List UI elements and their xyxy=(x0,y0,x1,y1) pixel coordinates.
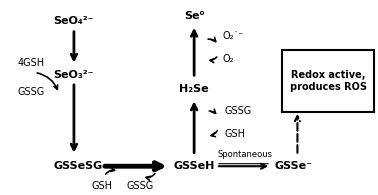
Text: GSSG: GSSG xyxy=(126,181,153,191)
Text: O₂˙⁻: O₂˙⁻ xyxy=(222,31,244,41)
Text: GSH: GSH xyxy=(224,129,245,139)
Text: GSSG: GSSG xyxy=(224,106,251,116)
Text: SeO₃²⁻: SeO₃²⁻ xyxy=(54,70,94,80)
FancyBboxPatch shape xyxy=(282,50,375,112)
Text: GSSeSG: GSSeSG xyxy=(53,161,102,171)
Text: SeO₄²⁻: SeO₄²⁻ xyxy=(54,16,94,26)
Text: Redox active,
produces ROS: Redox active, produces ROS xyxy=(290,70,367,92)
Text: Se⁰: Se⁰ xyxy=(184,11,204,21)
Text: Spontaneous: Spontaneous xyxy=(217,150,272,159)
Text: GSSeH: GSSeH xyxy=(174,161,215,171)
Text: GSSG: GSSG xyxy=(18,87,45,97)
Text: O₂: O₂ xyxy=(222,54,234,64)
Text: GSH: GSH xyxy=(91,181,113,191)
Text: 4GSH: 4GSH xyxy=(18,58,45,68)
Text: GSSe⁻: GSSe⁻ xyxy=(275,161,313,171)
Text: H₂Se: H₂Se xyxy=(179,84,209,94)
